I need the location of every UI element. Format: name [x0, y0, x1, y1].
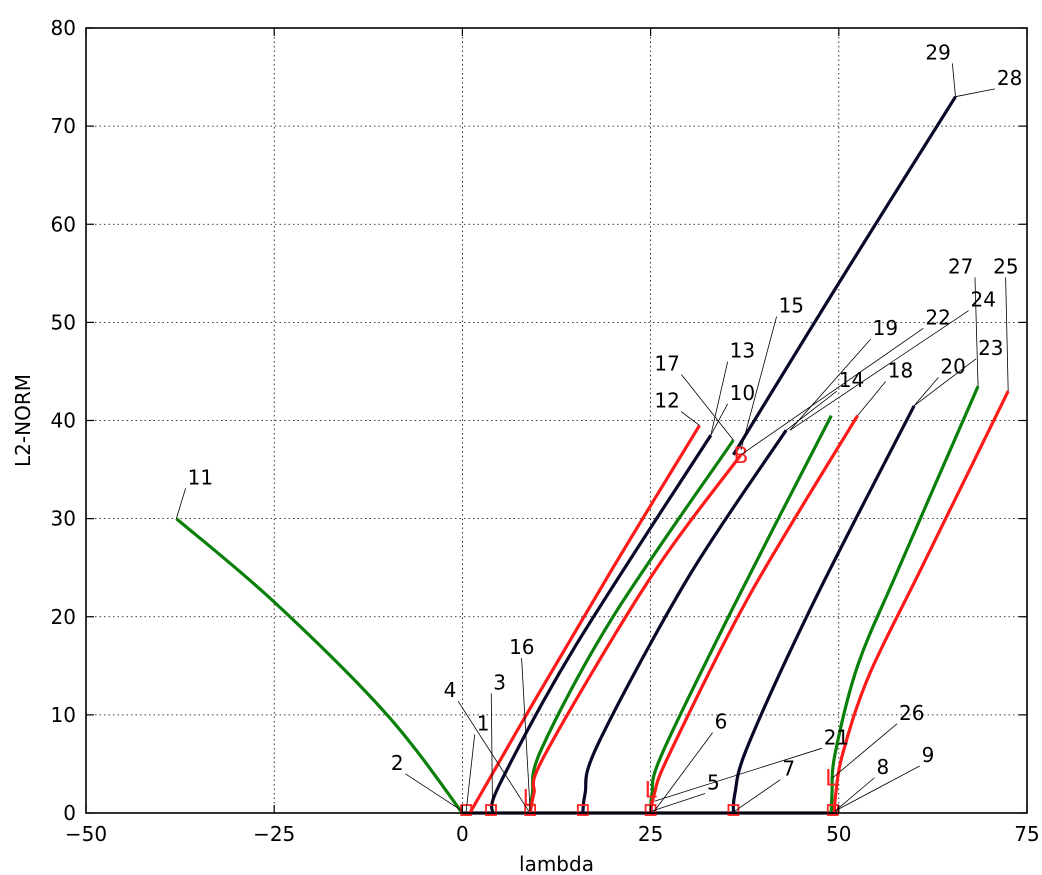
marker-l: L — [523, 786, 536, 811]
annotation-label: 6 — [715, 710, 728, 734]
x-tick-label: 50 — [826, 822, 851, 846]
annotation-leader — [405, 773, 463, 812]
annotation-leader — [681, 411, 700, 426]
annotation-leader — [654, 747, 822, 802]
annotation-label: 21 — [824, 725, 849, 749]
annotation-leader — [955, 88, 995, 98]
y-tick-label: 20 — [51, 605, 76, 629]
y-tick-label: 0 — [63, 801, 76, 825]
annotation-label: 28 — [997, 66, 1022, 90]
annotation-label: 11 — [188, 465, 213, 489]
annotation-label: 24 — [971, 288, 996, 312]
x-tick-label: 0 — [456, 822, 469, 846]
y-tick-label: 10 — [51, 703, 76, 727]
branch-curve-2 — [468, 424, 701, 814]
y-axis-title: L2-NORM — [11, 374, 35, 467]
branch-curve-3 — [489, 434, 713, 814]
marker-d — [826, 804, 839, 816]
branch-curve-12 — [732, 95, 957, 456]
annotation-leader — [465, 734, 476, 812]
annotation-label: 4 — [444, 678, 457, 702]
y-tick-label: 40 — [51, 409, 76, 433]
annotation-label: 3 — [493, 670, 506, 694]
annotation-leader — [974, 277, 979, 387]
annotation-label: 26 — [899, 701, 924, 725]
annotation-leader — [710, 403, 728, 436]
marker-d — [576, 804, 589, 816]
annotation-label: 12 — [654, 389, 679, 413]
y-tick-label: 30 — [51, 507, 76, 531]
annotation-label: 10 — [730, 381, 755, 405]
annotation-leader — [490, 693, 493, 812]
annotation-label: 16 — [509, 635, 534, 659]
annotation-leader — [1005, 277, 1009, 392]
series-group — [175, 95, 1010, 815]
branch-curve-5 — [528, 453, 743, 814]
annotation-label: 27 — [948, 254, 973, 278]
annotation-leader — [951, 63, 956, 97]
annotation-leader — [734, 779, 781, 812]
annotation-label: 29 — [925, 40, 950, 64]
annotation-leader — [175, 488, 187, 519]
annotation-label: 23 — [978, 336, 1003, 360]
annotation-leader — [740, 316, 777, 451]
marker-l: L — [644, 778, 657, 803]
marker-l: L — [825, 767, 838, 792]
annotation-label: 25 — [993, 254, 1018, 278]
annotation-label: 19 — [873, 316, 898, 340]
branch-curve-7 — [649, 414, 833, 814]
y-tick-label: 70 — [51, 114, 76, 138]
marker-b: B — [733, 444, 748, 469]
annotation-leader — [857, 381, 887, 416]
x-tick-label: 25 — [638, 822, 663, 846]
annotation-leader — [832, 723, 898, 778]
annotation-leader — [740, 328, 924, 456]
annotation-leader — [834, 777, 875, 812]
marker-d — [727, 804, 740, 816]
annotation-label: 15 — [779, 294, 804, 318]
annotation-leader — [521, 658, 531, 812]
annotation-label: 8 — [876, 755, 889, 779]
annotation-label: 9 — [922, 743, 935, 767]
annotation-leader — [710, 361, 729, 436]
annotation-label: 2 — [391, 751, 404, 775]
annotation-label: 1 — [477, 712, 490, 736]
annotation-leader — [789, 310, 969, 431]
grid — [86, 28, 1027, 813]
annotation-leader — [651, 793, 706, 812]
x-tick-label: −25 — [253, 822, 295, 846]
annotation-leader — [789, 338, 871, 431]
annotation-label: 20 — [940, 354, 965, 378]
y-tick-label: 50 — [51, 310, 76, 334]
ticks: −50 −25 0 25 50 75 0 10 20 30 40 50 60 70 80 — [51, 16, 1040, 846]
x-tick-label: 75 — [1014, 822, 1039, 846]
annotation-leader — [913, 358, 977, 407]
annotation-leader — [785, 390, 838, 431]
annotation-leader — [834, 765, 920, 812]
branch-curve-11 — [832, 390, 1010, 814]
x-tick-label: −50 — [65, 822, 107, 846]
y-tick-label: 80 — [51, 16, 76, 40]
annotation-label: 17 — [654, 351, 679, 375]
branch-curve-1 — [175, 517, 464, 814]
branch-curve-9 — [731, 405, 916, 814]
annotation-label: 13 — [730, 339, 755, 363]
branch-curve-10 — [829, 385, 980, 814]
branch-curve-8 — [649, 414, 859, 814]
annotation-leader — [681, 374, 734, 441]
y-tick-label: 60 — [51, 212, 76, 236]
annotation-label: 22 — [925, 305, 950, 329]
annotation-leader — [457, 700, 529, 812]
x-axis-title: lambda — [519, 852, 594, 875]
branch-curve-6 — [581, 429, 788, 814]
annotation-label: 7 — [782, 757, 795, 781]
annotation-leader — [913, 377, 939, 407]
marker-d — [485, 804, 497, 816]
